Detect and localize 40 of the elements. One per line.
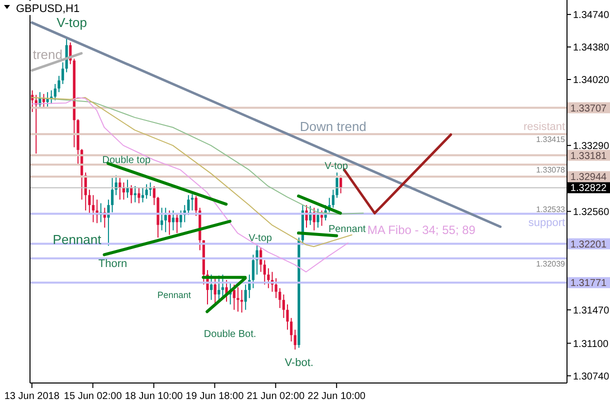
ref-line-label: 1.33415 bbox=[536, 135, 566, 144]
annotation: V-top bbox=[56, 15, 87, 30]
y-tick-label: 1.34380 bbox=[573, 42, 610, 54]
annotation: Down trend bbox=[300, 119, 366, 134]
ref-line-label: 1.31771 bbox=[570, 278, 608, 290]
annotation: Pennant bbox=[52, 232, 102, 247]
annotation: Double Bot. bbox=[204, 329, 256, 340]
y-tick-label: 1.33290 bbox=[573, 140, 610, 152]
ref-line-label: 1.32533 bbox=[536, 204, 566, 214]
annotation: Pennant bbox=[328, 224, 366, 235]
y-tick-label: 1.34020 bbox=[573, 75, 610, 86]
chart-title: GBPUSD,H1 bbox=[16, 3, 80, 15]
ref-line-label: 1.33707 bbox=[570, 103, 608, 114]
annotation: support bbox=[528, 217, 566, 229]
x-tick-label: 18 Jun 10:00 bbox=[124, 391, 184, 400]
annotation: Pennant bbox=[157, 290, 192, 300]
x-tick-label: 22 Jun 10:00 bbox=[308, 391, 366, 400]
ref-line-label: 1.32039 bbox=[536, 259, 566, 268]
y-tick-label: 1.31470 bbox=[573, 305, 610, 316]
ref-line-label: 1.32822 bbox=[570, 183, 608, 194]
annotation: V-top bbox=[248, 233, 272, 244]
x-tick-label: 13 Jun 2018 bbox=[4, 391, 60, 400]
annotation: Double top bbox=[102, 155, 152, 166]
ref-line-label: 1.33078 bbox=[536, 166, 566, 175]
ref-line-label: 1.33181 bbox=[570, 150, 608, 162]
annotation: trend bbox=[32, 47, 62, 62]
y-tick-label: 1.32560 bbox=[573, 206, 610, 218]
annotation: V-bot. bbox=[284, 357, 314, 369]
x-tick-label: 21 Jun 02:00 bbox=[246, 391, 305, 400]
annotation: resistant bbox=[524, 121, 566, 133]
x-tick-label: 19 Jun 18:00 bbox=[186, 391, 244, 400]
x-tick-label: 15 Jun 02:00 bbox=[64, 391, 122, 400]
y-tick-label: 1.34740 bbox=[573, 10, 610, 22]
annotation: V-top bbox=[324, 160, 348, 172]
y-tick-label: 1.31100 bbox=[573, 338, 609, 350]
annotation: Thorn bbox=[98, 258, 128, 270]
ref-line-label: 1.32944 bbox=[570, 172, 608, 184]
y-tick-label: 1.30740 bbox=[573, 371, 610, 382]
annotation: MA Fibo - 34; 55; 89 bbox=[367, 223, 476, 237]
ref-line-label: 1.32201 bbox=[570, 239, 608, 250]
